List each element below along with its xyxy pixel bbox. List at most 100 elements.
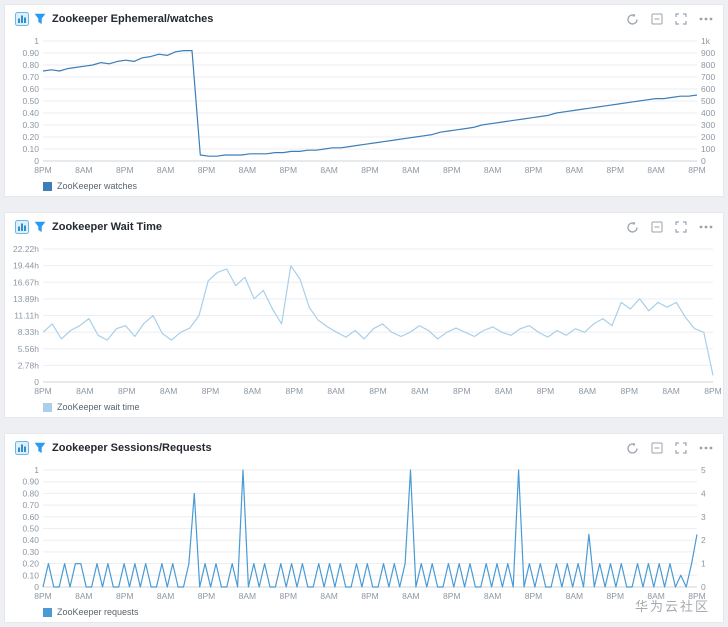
svg-text:0.10: 0.10 [22,144,39,154]
svg-text:8PM: 8PM [704,386,721,396]
svg-text:8PM: 8PM [280,165,297,175]
svg-text:900: 900 [701,48,715,58]
svg-text:8PM: 8PM [280,591,297,601]
svg-text:22.22h: 22.22h [13,244,39,254]
svg-text:8PM: 8PM [688,165,705,175]
svg-text:8AM: 8AM [647,165,664,175]
svg-text:8PM: 8PM [607,165,624,175]
legend: ZooKeeper watches [5,176,723,196]
svg-text:8AM: 8AM [157,165,174,175]
svg-text:8PM: 8PM [202,386,219,396]
svg-text:8AM: 8AM [320,591,337,601]
refresh-icon[interactable] [626,442,639,455]
svg-text:1: 1 [701,559,706,569]
chart-panel-icon [15,220,29,234]
panel-title: Zookeeper Wait Time [52,221,163,233]
svg-text:5: 5 [701,465,706,475]
svg-text:0: 0 [34,582,39,592]
svg-text:8AM: 8AM [75,165,92,175]
panel-zookeeper-sessions-requests: Zookeeper Sessions/Requests 0 0.10 0.20 0.3… [4,433,724,623]
svg-text:8AM: 8AM [484,591,501,601]
svg-text:8AM: 8AM [239,165,256,175]
svg-text:8AM: 8AM [157,591,174,601]
svg-text:8PM: 8PM [34,591,51,601]
collapse-icon[interactable] [651,221,663,233]
chart-zookeeper-requests: 0 0.10 0.20 0.30 0.40 0.50 0.60 0.70 0.80 0.90 1 0 1… [5,462,723,602]
svg-text:4: 4 [701,488,706,498]
legend-swatch [43,402,52,412]
svg-text:8AM: 8AM [76,386,93,396]
svg-text:100: 100 [701,144,715,154]
svg-text:0: 0 [701,582,706,592]
svg-text:8AM: 8AM [160,386,177,396]
refresh-icon[interactable] [626,13,639,26]
svg-text:2: 2 [701,535,706,545]
svg-text:1k: 1k [701,36,711,46]
panel-toolbar [626,221,713,234]
svg-text:0.10: 0.10 [22,570,39,580]
panel-zookeeper-ephemeral-watches: Zookeeper Ephemeral/watches 0 0.10 0.20 0.3… [4,4,724,197]
legend-label[interactable]: ZooKeeper wait time [57,402,140,412]
svg-text:200: 200 [701,132,715,142]
svg-text:8.33h: 8.33h [18,327,40,337]
svg-text:8AM: 8AM [244,386,261,396]
fullscreen-icon[interactable] [675,221,687,233]
legend-label[interactable]: ZooKeeper requests [57,607,139,617]
svg-text:3: 3 [701,512,706,522]
svg-text:8PM: 8PM [198,165,215,175]
svg-text:8AM: 8AM [239,591,256,601]
collapse-icon[interactable] [651,13,663,25]
svg-text:0.70: 0.70 [22,500,39,510]
fullscreen-icon[interactable] [675,442,687,454]
svg-text:8AM: 8AM [402,591,419,601]
filter-icon[interactable] [34,221,46,233]
svg-text:8PM: 8PM [34,386,51,396]
chart-panel-icon [15,12,29,26]
svg-text:8PM: 8PM [688,591,705,601]
more-icon[interactable] [699,446,713,450]
svg-text:0.90: 0.90 [22,477,39,487]
svg-text:0.50: 0.50 [22,524,39,534]
legend-label[interactable]: ZooKeeper watches [57,181,138,191]
svg-text:8PM: 8PM [286,386,303,396]
svg-text:8AM: 8AM [484,165,501,175]
more-icon[interactable] [699,225,713,229]
panel-title: Zookeeper Sessions/Requests [52,442,212,454]
svg-text:8PM: 8PM [525,591,542,601]
more-icon[interactable] [699,17,713,21]
svg-text:0: 0 [701,156,706,166]
chart-zookeeper-wait-time: 0 2.78h 5.56h 8.33h 11.11h 13.89h 16.67h 19.44h… [5,241,723,397]
svg-text:8AM: 8AM [566,591,583,601]
fullscreen-icon[interactable] [675,13,687,25]
svg-text:8AM: 8AM [647,591,664,601]
panel-toolbar [626,442,713,455]
svg-text:8PM: 8PM [621,386,638,396]
svg-text:500: 500 [701,96,715,106]
svg-text:0.60: 0.60 [22,84,39,94]
svg-text:8PM: 8PM [443,591,460,601]
svg-text:0.30: 0.30 [22,120,39,130]
svg-text:0: 0 [34,377,39,387]
svg-text:8PM: 8PM [453,386,470,396]
collapse-icon[interactable] [651,442,663,454]
svg-text:600: 600 [701,84,715,94]
svg-text:8AM: 8AM [402,165,419,175]
svg-text:0.20: 0.20 [22,559,39,569]
panel-header: Zookeeper Sessions/Requests [5,434,723,462]
svg-text:8AM: 8AM [662,386,679,396]
svg-text:8AM: 8AM [495,386,512,396]
svg-text:5.56h: 5.56h [18,344,40,354]
svg-text:8AM: 8AM [327,386,344,396]
svg-text:0.30: 0.30 [22,547,39,557]
svg-text:8PM: 8PM [34,165,51,175]
svg-text:13.89h: 13.89h [13,294,39,304]
svg-text:8PM: 8PM [118,386,135,396]
svg-text:0: 0 [34,156,39,166]
filter-icon[interactable] [34,442,46,454]
svg-text:8PM: 8PM [361,591,378,601]
refresh-icon[interactable] [626,221,639,234]
svg-text:8AM: 8AM [75,591,92,601]
panel-header: Zookeeper Ephemeral/watches [5,5,723,33]
svg-text:0.50: 0.50 [22,96,39,106]
filter-icon[interactable] [34,13,46,25]
